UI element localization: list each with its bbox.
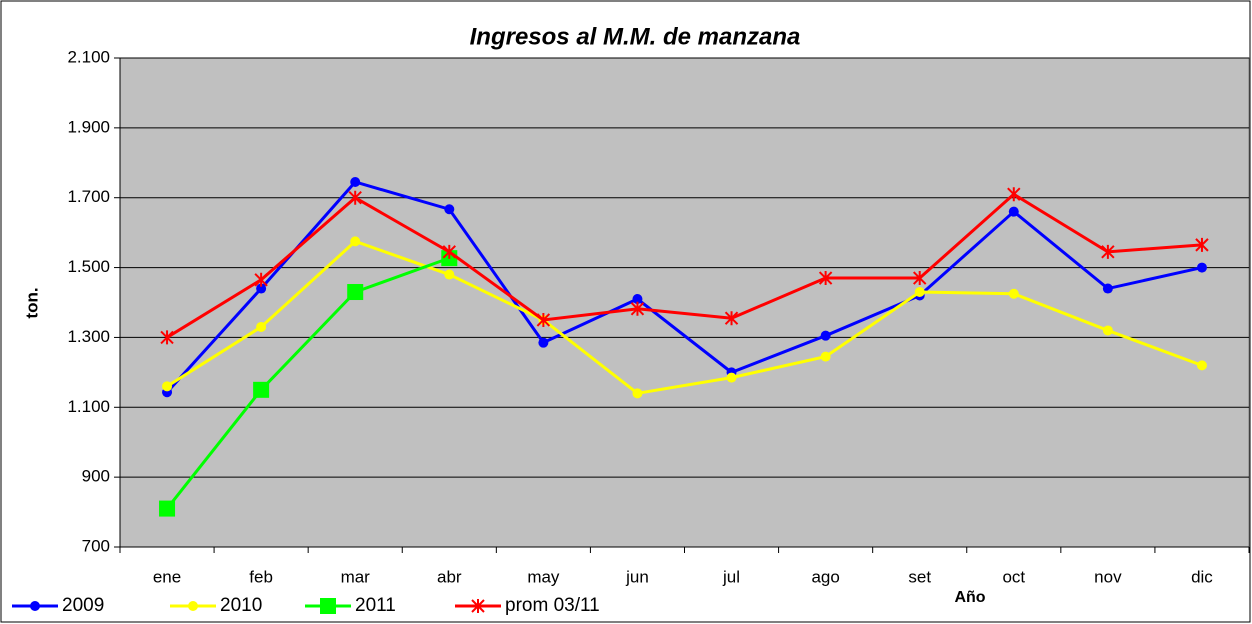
y-tick-label: 700 [82, 536, 110, 555]
point [726, 372, 737, 383]
x-tick-label: ago [811, 567, 839, 586]
y-tick-label: 1.500 [67, 257, 110, 276]
x-tick-label: may [527, 567, 560, 586]
point [1102, 283, 1113, 294]
point [253, 381, 270, 398]
y-tick-label: 1.300 [67, 327, 110, 346]
point [538, 337, 549, 348]
legend-label: 2010 [220, 595, 262, 616]
point [1196, 360, 1207, 371]
x-tick-label: feb [249, 567, 273, 586]
y-tick-label: 1.100 [67, 397, 110, 416]
point [1008, 206, 1019, 217]
point [256, 321, 267, 332]
plot-area [119, 57, 1250, 548]
legend-label: 2011 [355, 595, 396, 616]
point [159, 500, 176, 517]
x-tick-label: ene [153, 567, 181, 586]
point [254, 272, 268, 287]
point [1007, 187, 1021, 202]
x-tick-label: nov [1094, 567, 1122, 586]
series-line [165, 256, 450, 510]
point [1195, 237, 1209, 252]
legend-item: 2011 [305, 595, 396, 616]
point [442, 244, 456, 259]
point [320, 598, 336, 614]
x-tick-label: mar [341, 567, 371, 586]
point [348, 190, 362, 205]
legend-label: prom 03/11 [505, 595, 600, 616]
point [1102, 325, 1113, 336]
point [1196, 262, 1207, 273]
legend-item: prom 03/11 [455, 595, 600, 616]
y-tick-label: 1.700 [67, 187, 110, 206]
point [818, 271, 833, 286]
point [632, 294, 643, 305]
point [1101, 244, 1115, 259]
series-line [165, 180, 1203, 394]
series-line [166, 192, 1203, 339]
chart-title: Ingresos al M.M. de manzana [470, 23, 801, 50]
point [256, 283, 267, 294]
point [1008, 288, 1019, 299]
point [724, 311, 739, 326]
x-tick-label: dic [1191, 567, 1213, 586]
point [820, 330, 831, 341]
point [350, 236, 361, 247]
legend-item: 2010 [170, 595, 262, 616]
point [347, 284, 364, 301]
point [350, 176, 361, 187]
x-tick-label: set [908, 567, 931, 586]
y-tick-label: 2.100 [67, 47, 110, 66]
legend-item: 2009 [12, 595, 104, 616]
point [471, 599, 485, 613]
y-tick-label: 900 [82, 467, 110, 486]
point [160, 330, 174, 345]
point [444, 269, 455, 280]
point [30, 601, 40, 611]
point [162, 381, 173, 392]
x-tick-label: jun [625, 567, 649, 586]
point [630, 301, 645, 316]
series-line [166, 239, 1203, 395]
x-tick-label: abr [437, 567, 462, 586]
y-axis-title: ton. [22, 287, 41, 318]
legend-label: 2009 [62, 595, 104, 616]
point [914, 287, 925, 298]
point [820, 351, 831, 362]
point [632, 388, 643, 399]
y-tick-label: 1.900 [67, 117, 110, 136]
x-axis-title: Año [954, 589, 985, 606]
point [188, 601, 198, 611]
point [913, 271, 927, 286]
x-tick-label: jul [722, 567, 740, 586]
x-tick-label: oct [1002, 567, 1025, 586]
point [444, 204, 455, 215]
point [536, 312, 551, 327]
